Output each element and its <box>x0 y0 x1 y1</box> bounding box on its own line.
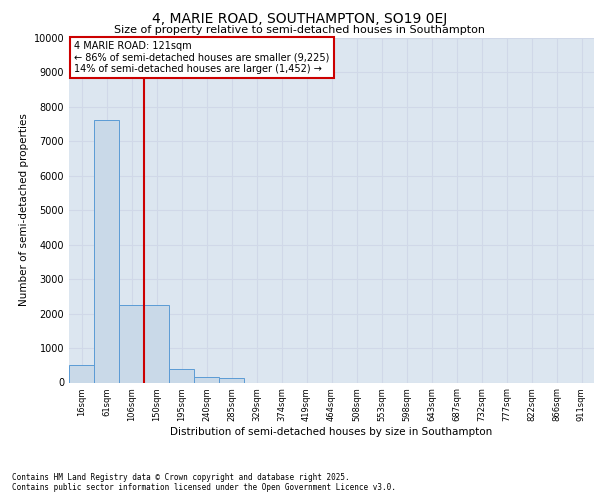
Text: 4 MARIE ROAD: 121sqm
← 86% of semi-detached houses are smaller (9,225)
14% of se: 4 MARIE ROAD: 121sqm ← 86% of semi-detac… <box>74 41 329 74</box>
Bar <box>119 305 144 382</box>
X-axis label: Distribution of semi-detached houses by size in Southampton: Distribution of semi-detached houses by … <box>170 427 493 437</box>
Bar <box>144 305 169 382</box>
Bar <box>219 378 244 382</box>
Bar <box>94 120 119 382</box>
Bar <box>169 370 194 382</box>
Bar <box>194 377 219 382</box>
Bar <box>69 365 94 382</box>
Text: Size of property relative to semi-detached houses in Southampton: Size of property relative to semi-detach… <box>115 25 485 35</box>
Y-axis label: Number of semi-detached properties: Number of semi-detached properties <box>19 114 29 306</box>
Text: Contains HM Land Registry data © Crown copyright and database right 2025.
Contai: Contains HM Land Registry data © Crown c… <box>12 473 396 492</box>
Text: 4, MARIE ROAD, SOUTHAMPTON, SO19 0EJ: 4, MARIE ROAD, SOUTHAMPTON, SO19 0EJ <box>152 12 448 26</box>
